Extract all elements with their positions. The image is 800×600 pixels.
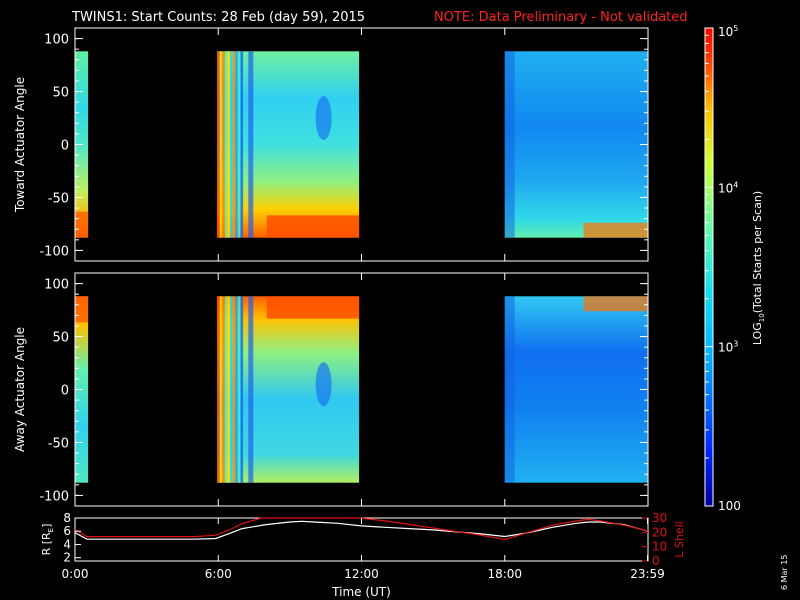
y-tick-label-left: 2 xyxy=(63,551,71,565)
away-angle-panel: 100 50 0 -50 -100 Away Actuator Angle xyxy=(13,272,649,507)
colorbar-ticks: 100 103 104 105 xyxy=(705,24,741,513)
colorbar-tick-label: 100 xyxy=(718,499,741,513)
time-stripe xyxy=(219,51,223,238)
y-tick-label-left: 4 xyxy=(63,537,71,551)
time-stripe xyxy=(235,296,238,483)
warm-edge xyxy=(583,296,648,312)
l-shell-line xyxy=(74,517,649,541)
colorbar-label: LOG10(Total Starts per Scan) xyxy=(751,191,766,345)
time-stripe xyxy=(504,296,515,483)
y-tick-label-right: 10 xyxy=(652,540,667,554)
time-stripe xyxy=(248,296,254,483)
y-tick-label: 50 xyxy=(52,86,69,101)
radius-line xyxy=(74,520,649,540)
time-stripe xyxy=(240,296,244,483)
time-stripe xyxy=(224,296,228,483)
time-stripe xyxy=(230,296,233,483)
time-stripe xyxy=(222,296,225,483)
warm-edge xyxy=(266,215,360,238)
y-tick-label-right: 30 xyxy=(652,511,667,525)
preliminary-note: NOTE: Data Preliminary - Not validated xyxy=(434,10,688,25)
y-tick-label: 0 xyxy=(61,139,69,154)
y-axis-label: Toward Actuator Angle xyxy=(13,77,27,213)
warm-edge xyxy=(75,211,89,238)
y-tick-label: -100 xyxy=(39,489,69,504)
time-stripe xyxy=(237,296,241,483)
toward-angle-panel: 100 50 0 -50 -100 Toward Actuator Angle xyxy=(13,27,649,262)
time-stripe xyxy=(222,51,225,238)
x-tick-label: 0:00 xyxy=(62,567,89,581)
time-stripe xyxy=(235,51,238,238)
x-tick-label: 6:00 xyxy=(205,567,232,581)
y-tick-label: -100 xyxy=(39,244,69,259)
y-tick-label: 50 xyxy=(52,331,69,346)
y-tick-label: -50 xyxy=(48,436,69,451)
time-stripe xyxy=(224,51,228,238)
warm-edge xyxy=(583,222,648,238)
x-tick-label: 18:00 xyxy=(487,567,522,581)
time-stripe xyxy=(504,51,515,238)
cool-feature xyxy=(315,362,332,407)
y-tick-label: -50 xyxy=(48,191,69,206)
warm-edge xyxy=(266,296,360,319)
warm-edge xyxy=(75,296,89,323)
y-tick-label: 100 xyxy=(44,33,69,48)
y-tick-label: 100 xyxy=(44,278,69,293)
y-tick-label-right: 0 xyxy=(652,554,660,568)
date-stamp: 6 Mar 15 xyxy=(780,555,789,590)
time-stripe xyxy=(237,51,241,238)
colorbar-gradient xyxy=(705,28,713,506)
time-stripe xyxy=(227,51,231,238)
time-stripe xyxy=(227,296,231,483)
cool-feature xyxy=(315,96,332,141)
colorbar-tick-label: 105 xyxy=(718,24,738,39)
x-tick-label: 23:59 xyxy=(630,567,665,581)
y-tick-label-left: 8 xyxy=(63,511,71,525)
time-stripe xyxy=(230,51,233,238)
y-axis-label: Away Actuator Angle xyxy=(13,327,27,452)
x-axis-label: Time (UT) xyxy=(331,585,391,599)
y-axis-label-left: R [RE] xyxy=(40,524,55,556)
y-tick-label-left: 6 xyxy=(63,524,71,538)
colorbar-tick-label: 103 xyxy=(718,340,738,355)
colorbar-tick-label: 104 xyxy=(718,180,738,195)
time-stripe xyxy=(240,51,244,238)
y-tick-label-right: 20 xyxy=(652,525,667,539)
time-stripe xyxy=(219,296,223,483)
x-tick-label: 12:00 xyxy=(344,567,379,581)
time-stripe xyxy=(232,296,236,483)
time-stripe xyxy=(217,51,220,238)
data-block xyxy=(504,51,648,238)
colorbar: 100 103 104 105 LOG10(Total Starts per Scan… xyxy=(704,24,766,513)
y-tick-label: 0 xyxy=(61,384,69,399)
time-stripe xyxy=(217,296,220,483)
figure-title: TWINS1: Start Counts: 28 Feb (day 59), 2… xyxy=(71,10,365,25)
y-axis-label-right: L Shell xyxy=(673,521,686,557)
time-stripe xyxy=(232,51,236,238)
time-stripe xyxy=(248,51,254,238)
data-block xyxy=(504,296,648,483)
